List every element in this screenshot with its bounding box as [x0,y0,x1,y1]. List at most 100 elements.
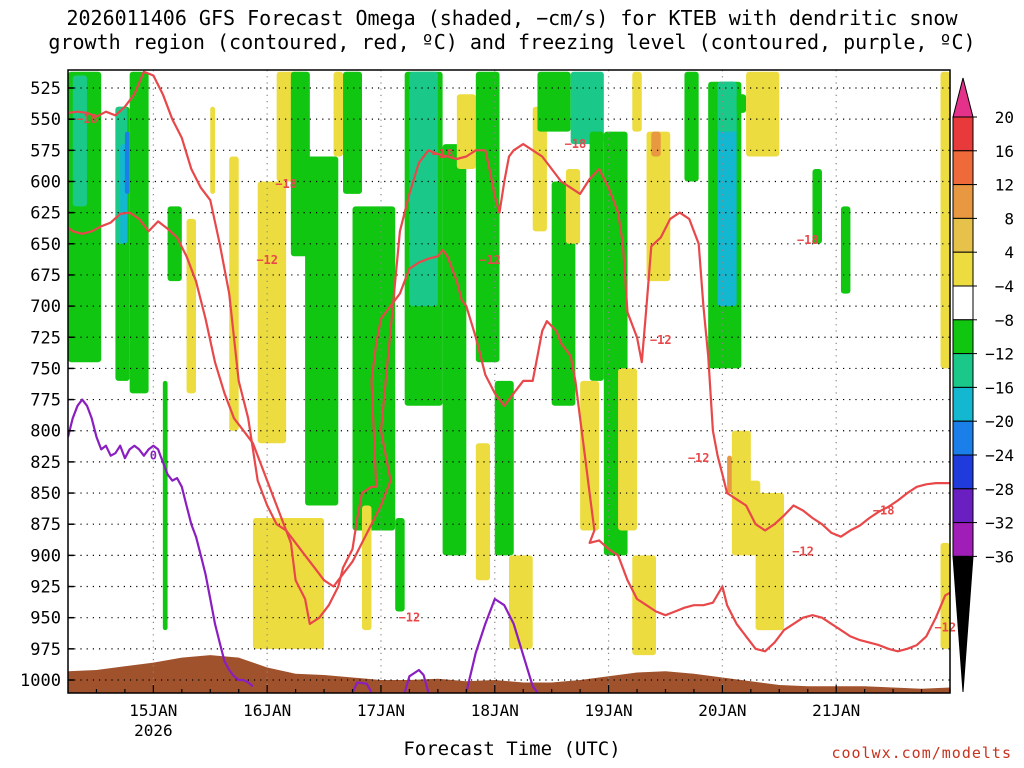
minus-12-contour [68,211,950,653]
contour-label: −18 [432,147,454,161]
omega-shade-yellow [532,106,547,232]
terrain-fill [68,655,950,693]
colorbar-label: −24 [985,446,1014,465]
omega-shade-orange [727,455,732,494]
colorbar-box [952,420,974,456]
omega-shade-green [589,131,604,381]
chart-title-line-2: growth region (contoured, red, ºC) and f… [48,30,976,54]
contour-label: −12 [256,253,278,267]
omega-shade-green [840,206,851,294]
contour-label: −18 [797,233,819,247]
y-tick-label: 825 [30,453,61,473]
colorbar-label: 16 [995,142,1014,161]
omega-shade-yellow [580,380,600,531]
x-tick-label: 19JAN [584,701,632,720]
omega-shade-yellow [509,555,533,649]
omega-shade-yellow [618,368,638,531]
x-tick-label: 20JAN [698,701,746,720]
omega-shade-green [494,380,514,556]
y-tick-label: 675 [30,266,61,286]
colorbar-box [952,319,974,355]
omega-shade-yellow [565,169,581,244]
zero-degree-contour-2 [351,681,373,693]
omega-shade-yellow [252,517,325,649]
axes-frame [67,69,951,694]
zero-degree-contour-4 [465,597,539,693]
omega-shade-orange [651,131,661,157]
omega-shade-green [442,144,467,556]
omega-shade-yellow [475,443,491,581]
x-tick-sublabel: 2026 [134,721,173,740]
omega-shade-green [167,206,182,282]
colorbar-box [952,522,974,557]
y-tick-label: 1000 [20,671,61,691]
contour-label: −18 [873,504,895,518]
y-tick-label: 750 [30,359,61,379]
y-tick-label: 975 [30,640,61,660]
colorbar-label: −12 [985,345,1014,364]
colorbar-label: 4 [1004,243,1014,262]
colorbar-label: −32 [985,514,1014,533]
omega-shade-teal [72,75,87,207]
y-tick-label: 700 [30,297,61,317]
omega-shade-yellow [746,71,780,157]
y-tick-label: 650 [30,235,61,255]
y-tick-label: 800 [30,422,61,442]
omega-shade-teal [409,71,438,307]
colorbar-box [952,184,974,219]
contour-labels: −18 −18 −18 −18 −18 −18 −12 −12 −12 −12 −12 −12 −12 0 [76,112,956,634]
omega-shade-yellow [632,71,642,132]
omega-shade-yellow [210,106,215,194]
y-tick-label: 725 [30,328,61,348]
colorbar-box [952,116,974,152]
contour-label: −18 [565,137,587,151]
colorbar-label: 20 [995,108,1014,127]
y-tick-label: 525 [30,79,61,99]
y-tick-label: 600 [30,172,61,192]
x-tick-label: 18JAN [471,701,519,720]
colorbar-bottom-arrow [952,555,974,693]
colorbar-label: −8 [995,311,1014,330]
contour-label: −18 [76,112,98,126]
colorbar-label: −20 [985,412,1014,431]
contour-label: −12 [650,333,672,347]
colorbar-label: −16 [985,378,1014,397]
colorbar-box [952,251,974,287]
y-tick-label: 925 [30,578,61,598]
colorbar-box [952,150,974,186]
pressure-axis: 525 550 575 600 625 650 675 700 725 750 775 800 825 8… [20,79,74,691]
omega-shade-teal [570,71,604,145]
x-tick-label: 21JAN [812,701,860,720]
contour-label: −12 [934,621,956,635]
colorbar: 20 16 12 8 4 −4 −8 −12 −16 −20 −24 −28 −32 −36 [952,77,1014,693]
colorbar-box [952,353,974,388]
contour-label: −12 [479,253,501,267]
temperature-contours [68,70,950,693]
y-tick-label: 775 [30,391,61,411]
y-tick-label: 625 [30,204,61,224]
omega-shade-yellow [333,71,344,157]
terrain-layer [68,655,950,693]
x-axis-title: Forecast Time (UTC) [403,738,621,760]
omega-shade-green [305,156,339,506]
omega-shade-green [475,71,500,363]
omega-shade-green [736,94,747,113]
y-tick-label: 875 [30,515,61,535]
contour-label: 0 [150,449,157,463]
omega-shade-yellow [731,430,751,556]
omega-shade-blue [124,131,130,194]
y-tick-label: 850 [30,484,61,504]
minus-18-contour [68,70,950,588]
x-tick-label: 16JAN [243,701,291,720]
omega-shade-green [684,71,699,182]
omega-shade-teal [717,81,737,132]
colorbar-box [952,217,974,253]
y-tick-label: 900 [30,546,61,566]
colorbar-label: 12 [995,176,1014,195]
credit-link[interactable]: coolwx.com/modelts [831,744,1012,762]
omega-shade-yellow [632,555,656,656]
omega-shade-yellow [755,493,785,631]
contour-label: −12 [688,451,710,465]
